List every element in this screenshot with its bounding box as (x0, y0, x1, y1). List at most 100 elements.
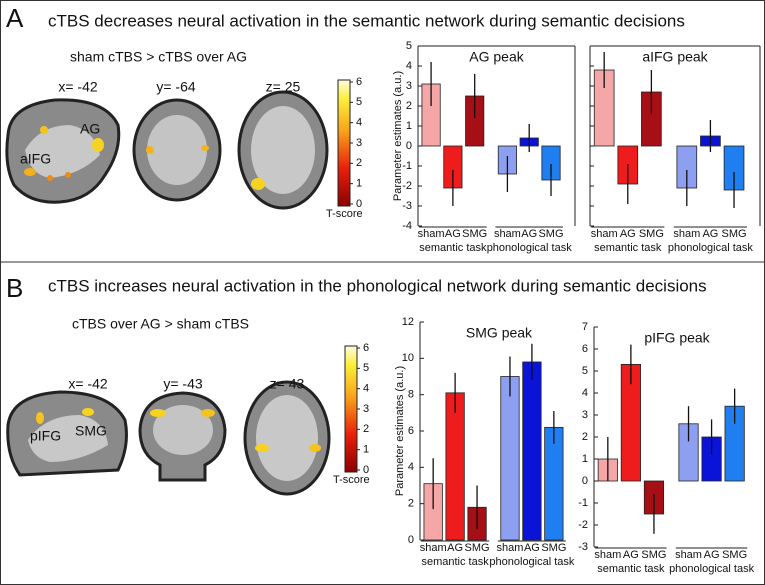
y-tick-label: -4 (402, 220, 412, 232)
bar (445, 392, 465, 541)
x-tick-label: sham (675, 549, 702, 561)
y-tick-label: 0 (406, 140, 412, 152)
colorbar (337, 79, 351, 207)
x-tick-label: SMG (641, 549, 666, 561)
colorbar-tick-label: 5 (363, 362, 369, 374)
y-tick-label: 12 (402, 316, 414, 328)
colorbar-tick-label: 0 (356, 198, 362, 210)
x-tick-label: SMG (541, 542, 566, 554)
slice-label: z= 43 (270, 376, 305, 392)
y-tick-label: 5 (406, 40, 412, 52)
chart-title: aIFG peak (642, 49, 708, 65)
colorbar-tick-label: 6 (356, 76, 362, 88)
bar (544, 426, 564, 541)
chart-title: pIFG peak (644, 330, 710, 346)
colorbar-tick-label: 4 (363, 383, 369, 395)
slice-label: x= -42 (58, 79, 98, 95)
y-tick-label: -3 (402, 200, 412, 212)
x-tick-label: sham (594, 549, 621, 561)
y-tick-label: 0 (582, 475, 588, 487)
y-tick-label: 10 (402, 352, 414, 364)
bar (522, 361, 542, 541)
y-tick-label: 6 (408, 425, 414, 437)
region-label: AG (80, 121, 100, 137)
y-axis-label: Parameter estimates (a.u.) (392, 71, 404, 201)
x-tick-label: AG (521, 228, 537, 240)
x-tick-label: sham (420, 542, 447, 554)
colorbar-tick-label: 0 (363, 464, 369, 476)
y-tick-label: 1 (406, 120, 412, 132)
x-tick-label: AG (623, 549, 639, 561)
slice-label: z= 25 (266, 79, 301, 95)
y-tick-label: 4 (408, 461, 414, 473)
region-label: SMG (75, 423, 107, 439)
region-label: pIFG (30, 428, 61, 444)
y-tick-label: 5 (582, 365, 588, 377)
y-tick-label: 6 (582, 343, 588, 355)
y-tick-label: 0 (408, 534, 414, 546)
x-tick-label: SMG (538, 228, 563, 240)
y-tick-label: 3 (406, 80, 412, 92)
slice-label: y= -43 (163, 376, 203, 392)
x-tick-label: sham (418, 228, 445, 240)
y-tick-label: 3 (582, 409, 588, 421)
colorbar-tick-label: 2 (356, 157, 362, 169)
group-label: semantic task (421, 556, 489, 568)
colorbar-tick-label: 1 (356, 178, 362, 190)
slice-label: x= -42 (68, 376, 108, 392)
x-tick-label: AG (447, 542, 463, 554)
group-label: phonological task (668, 242, 754, 254)
colorbar-tick-label: 6 (363, 342, 369, 354)
chart-title: AG peak (469, 49, 524, 65)
y-tick-label: 4 (406, 60, 412, 72)
x-tick-label: SMG (639, 228, 664, 240)
y-tick-label: -1 (402, 160, 412, 172)
colorbar-label: T-score (333, 474, 370, 486)
colorbar-tick-label: 3 (356, 137, 362, 149)
y-tick-label: -3 (578, 541, 588, 553)
x-tick-label: sham (591, 228, 618, 240)
x-tick-label: sham (673, 228, 700, 240)
group-label: semantic task (594, 242, 662, 254)
panel-title: cTBS increases neural activation in the … (48, 276, 707, 295)
contrast-label: sham cTBS > cTBS over AG (70, 49, 247, 65)
x-tick-label: sham (497, 542, 524, 554)
x-tick-label: sham (494, 228, 521, 240)
contrast-label: cTBS over AG > sham cTBS (72, 316, 249, 332)
y-tick-label: 2 (582, 431, 588, 443)
y-tick-label: 1 (582, 453, 588, 465)
group-label: phonological task (669, 563, 755, 575)
group-label: semantic task (597, 563, 665, 575)
colorbar-tick-label: 1 (363, 444, 369, 456)
x-tick-label: AG (524, 542, 540, 554)
y-tick-label: 8 (408, 389, 414, 401)
y-tick-label: 7 (582, 321, 588, 333)
y-axis-label: Parameter estimates (a.u.) (394, 366, 406, 496)
colorbar-tick-label: 4 (356, 117, 362, 129)
panel-title: cTBS decreases neural activation in the … (48, 11, 685, 30)
chart-title: SMG peak (466, 325, 533, 341)
panel-label: A (6, 3, 24, 33)
group-label: phonological task (489, 556, 575, 568)
region-label: aIFG (20, 151, 51, 167)
y-tick-label: -2 (402, 180, 412, 192)
x-tick-label: SMG (465, 542, 490, 554)
colorbar-tick-label: 3 (363, 403, 369, 415)
x-tick-label: SMG (721, 228, 746, 240)
group-label: phonological task (487, 242, 573, 254)
y-tick-label: 2 (408, 498, 414, 510)
y-tick-label: -1 (578, 497, 588, 509)
x-tick-label: SMG (722, 549, 747, 561)
panel-label: B (6, 273, 23, 303)
colorbar (344, 345, 358, 473)
group-label: semantic task (419, 242, 487, 254)
x-tick-label: AG (702, 228, 718, 240)
colorbar-tick-label: 2 (363, 423, 369, 435)
brain-images-a (5, 90, 329, 210)
colorbar-label: T-score (326, 208, 363, 220)
brain-images-b (6, 380, 331, 496)
colorbar-tick-label: 5 (356, 96, 362, 108)
x-tick-label: AG (445, 228, 461, 240)
